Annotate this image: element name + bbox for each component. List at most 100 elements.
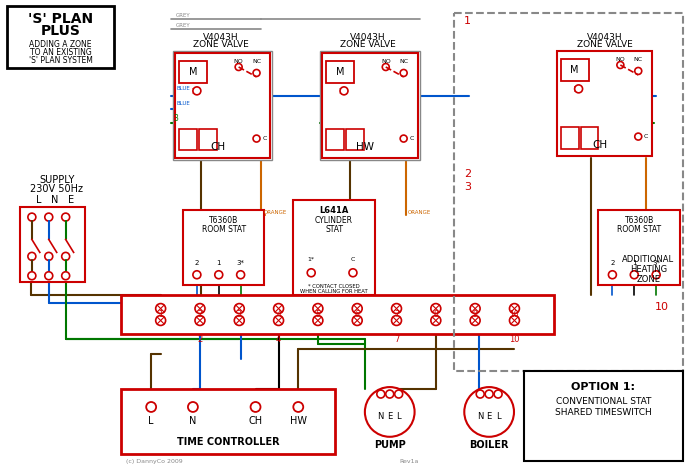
Circle shape — [156, 315, 166, 325]
Circle shape — [365, 387, 415, 437]
Circle shape — [193, 271, 201, 279]
Text: CONVENTIONAL STAT: CONVENTIONAL STAT — [555, 397, 651, 407]
Circle shape — [476, 390, 484, 398]
Text: ZONE: ZONE — [636, 275, 660, 284]
Circle shape — [235, 304, 244, 314]
Circle shape — [470, 304, 480, 314]
Text: C: C — [351, 257, 355, 263]
Circle shape — [352, 315, 362, 325]
Bar — [179, 61, 207, 83]
Bar — [121, 295, 554, 335]
Circle shape — [307, 269, 315, 277]
Circle shape — [391, 304, 402, 314]
Text: 3: 3 — [173, 114, 178, 123]
Text: Rev1a: Rev1a — [400, 459, 419, 464]
Text: 1: 1 — [158, 310, 163, 319]
Circle shape — [253, 135, 260, 142]
Circle shape — [313, 304, 323, 314]
Text: 1: 1 — [464, 16, 471, 26]
Text: 1: 1 — [217, 260, 221, 266]
Text: E: E — [68, 195, 74, 205]
Text: 2: 2 — [610, 260, 615, 266]
Text: N: N — [189, 416, 197, 426]
Text: 3*: 3* — [652, 260, 660, 266]
Text: L641A: L641A — [319, 205, 348, 215]
Text: 2: 2 — [464, 169, 471, 179]
Text: M: M — [188, 67, 197, 77]
Text: PUMP: PUMP — [374, 440, 406, 450]
Circle shape — [635, 133, 642, 140]
Text: 7: 7 — [394, 310, 399, 319]
Text: V4043H: V4043H — [350, 33, 386, 42]
Text: HW: HW — [290, 416, 307, 426]
Circle shape — [28, 252, 36, 260]
Text: NC: NC — [399, 58, 408, 64]
Circle shape — [391, 315, 402, 325]
Text: 3: 3 — [464, 182, 471, 192]
Text: N: N — [51, 195, 59, 205]
Text: 'S' PLAN SYSTEM: 'S' PLAN SYSTEM — [29, 56, 92, 65]
Bar — [326, 61, 354, 83]
Text: GREY: GREY — [176, 23, 190, 28]
Text: 8: 8 — [433, 310, 438, 319]
Text: V4043H: V4043H — [586, 33, 622, 42]
Bar — [326, 129, 344, 151]
Circle shape — [235, 315, 244, 325]
Circle shape — [61, 272, 70, 280]
Text: HEATING: HEATING — [630, 265, 667, 274]
Text: 10: 10 — [655, 301, 669, 312]
Text: CYLINDER: CYLINDER — [315, 216, 353, 225]
Circle shape — [509, 315, 520, 325]
Circle shape — [395, 390, 403, 398]
Text: BLUE: BLUE — [176, 101, 190, 106]
Circle shape — [156, 304, 166, 314]
Circle shape — [45, 252, 52, 260]
Circle shape — [253, 69, 260, 76]
Bar — [580, 127, 598, 148]
Text: BOILER: BOILER — [469, 440, 509, 450]
Text: HW: HW — [356, 141, 374, 152]
Text: V4043H: V4043H — [203, 33, 239, 42]
Circle shape — [386, 390, 394, 398]
Bar — [183, 210, 264, 285]
Text: ORANGE: ORANGE — [264, 210, 287, 215]
Bar — [346, 129, 364, 151]
Text: PLUS: PLUS — [41, 24, 81, 38]
Circle shape — [464, 387, 514, 437]
Bar — [199, 129, 217, 151]
Text: 2: 2 — [197, 310, 202, 319]
Text: * CONTACT CLOSED: * CONTACT CLOSED — [308, 284, 360, 289]
Text: N: N — [477, 412, 484, 421]
Text: M: M — [571, 65, 579, 75]
Circle shape — [237, 271, 244, 279]
Text: NC: NC — [633, 57, 643, 62]
Text: NO: NO — [615, 57, 625, 62]
Text: WHEN CALLING FOR HEAT: WHEN CALLING FOR HEAT — [300, 289, 368, 294]
Text: OPTION 1:: OPTION 1: — [571, 382, 635, 392]
Bar — [454, 13, 683, 371]
Text: (c) DannyCo 2009: (c) DannyCo 2009 — [126, 459, 183, 464]
Bar — [179, 129, 197, 151]
Circle shape — [274, 304, 284, 314]
Text: 6: 6 — [355, 310, 359, 319]
Text: ZONE VALVE: ZONE VALVE — [577, 40, 632, 49]
Text: C: C — [262, 136, 266, 141]
Text: SHARED TIMESWITCH: SHARED TIMESWITCH — [555, 409, 652, 417]
Circle shape — [431, 304, 441, 314]
Circle shape — [235, 64, 242, 71]
Circle shape — [274, 315, 284, 325]
Text: 5: 5 — [315, 310, 320, 319]
Circle shape — [61, 252, 70, 260]
Circle shape — [195, 304, 205, 314]
Circle shape — [609, 271, 616, 279]
Bar — [121, 389, 335, 453]
Bar — [173, 51, 273, 161]
Circle shape — [617, 61, 624, 68]
Text: ZONE VALVE: ZONE VALVE — [340, 40, 396, 49]
Text: TO AN EXISTING: TO AN EXISTING — [30, 48, 92, 57]
Bar — [320, 51, 420, 161]
Circle shape — [215, 271, 223, 279]
Circle shape — [45, 213, 52, 221]
Bar — [293, 200, 375, 295]
Text: NO: NO — [234, 58, 244, 64]
